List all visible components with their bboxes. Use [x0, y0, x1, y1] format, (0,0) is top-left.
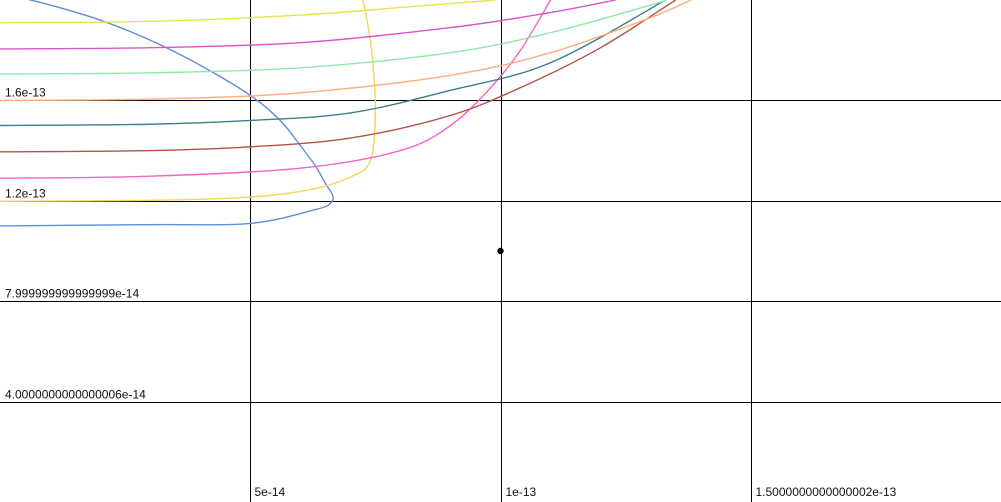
series-line-6	[0, 0, 691, 102]
data-point	[497, 247, 504, 255]
y-tick-label-1: 4.0000000000000006e-14	[5, 388, 146, 402]
tick-labels: 5e-14 1e-13 1.5000000000000002e-13 4.000000…	[5, 86, 897, 500]
x-tick-label-3: 1.5000000000000002e-13	[756, 485, 897, 499]
series-line-2	[0, 0, 377, 202]
series-line-5	[0, 0, 666, 127]
x-tick-label-2: 1e-13	[506, 485, 537, 499]
series-line-4	[0, 0, 677, 153]
series-line-8	[0, 0, 616, 50]
series-line-9	[0, 0, 496, 24]
y-tick-label-3: 1.2e-13	[5, 187, 46, 201]
y-tick-label-4: 1.6e-13	[5, 86, 46, 100]
y-tick-label-2: 7.999999999999999e-14	[5, 287, 139, 301]
data-points	[497, 247, 504, 255]
series-lines	[0, 0, 691, 227]
x-tick-label-1: 5e-14	[255, 485, 286, 499]
series-line-7	[0, 0, 666, 75]
series-line-3	[0, 0, 552, 179]
series-line-1	[0, 0, 334, 227]
